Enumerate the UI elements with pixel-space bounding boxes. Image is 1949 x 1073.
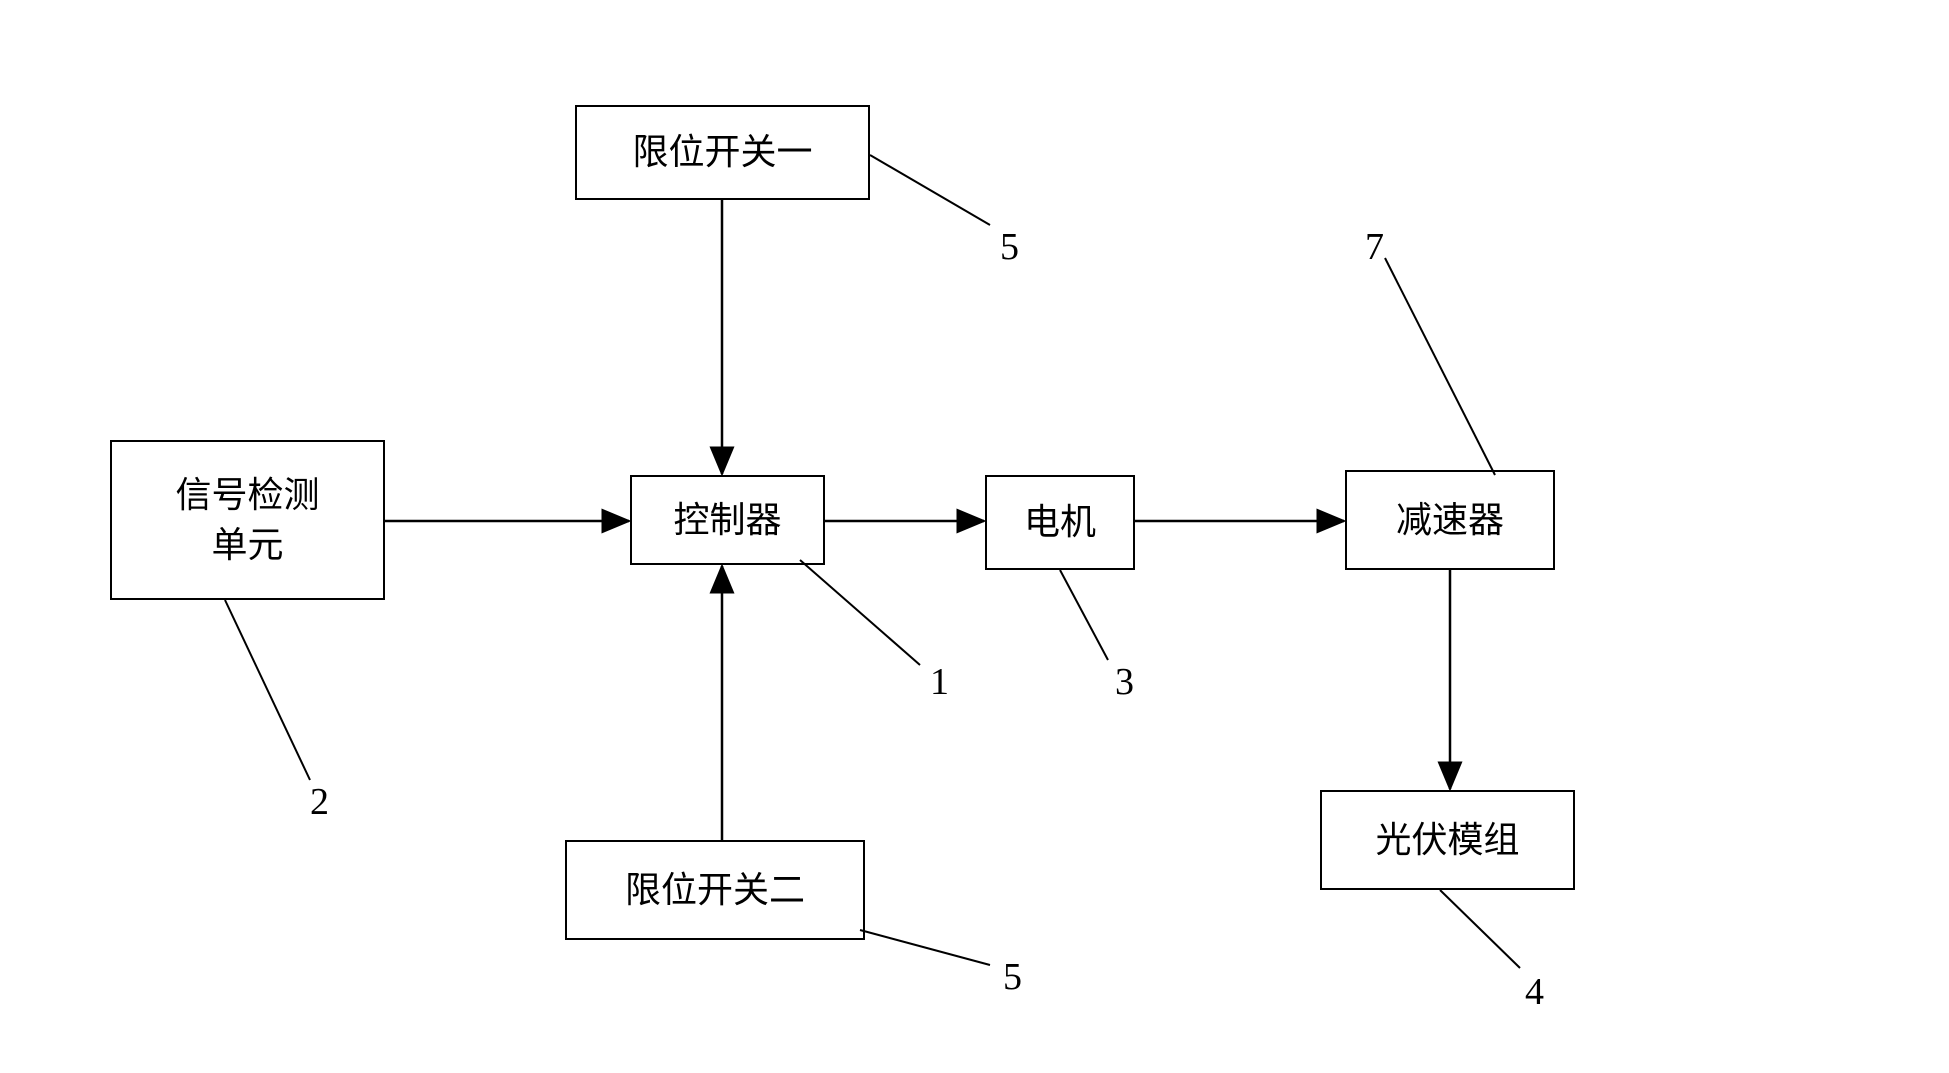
node-limit-switch-2-label: 限位开关二 [625,865,805,915]
node-controller-label: 控制器 [673,495,781,545]
node-signal-detect: 信号检测 单元 [110,440,385,600]
label-1-text: 1 [930,661,949,703]
label-4: 4 [1525,970,1544,1014]
label-5-bottom: 5 [1003,955,1022,999]
node-motor-label: 电机 [1024,497,1096,547]
node-motor: 电机 [985,475,1135,570]
label-2: 2 [310,780,329,824]
label-2-text: 2 [310,781,329,823]
label-4-text: 4 [1525,971,1544,1013]
leader-3 [1060,570,1108,660]
label-5-bottom-text: 5 [1003,956,1022,998]
node-reducer-label: 减速器 [1396,495,1504,545]
label-7-text: 7 [1365,226,1384,268]
label-5-top-text: 5 [1000,226,1019,268]
label-3: 3 [1115,660,1134,704]
node-signal-detect-label: 信号检测 单元 [175,470,319,571]
leader-1 [800,560,920,665]
node-pv-module: 光伏模组 [1320,790,1575,890]
label-7: 7 [1365,225,1384,269]
leader-4 [1440,890,1520,968]
leader-2 [225,600,310,780]
node-reducer: 减速器 [1345,470,1555,570]
leader-5-bottom [860,930,990,965]
flowchart-diagram: 信号检测 单元 限位开关一 控制器 限位开关二 电机 减速器 光伏模组 5 7 … [0,0,1949,1073]
node-controller: 控制器 [630,475,825,565]
node-limit-switch-1: 限位开关一 [575,105,870,200]
node-pv-module-label: 光伏模组 [1375,815,1519,865]
label-5-top: 5 [1000,225,1019,269]
leader-5-top [870,155,990,225]
leader-7 [1385,258,1495,475]
label-3-text: 3 [1115,661,1134,703]
node-limit-switch-2: 限位开关二 [565,840,865,940]
label-1: 1 [930,660,949,704]
node-limit-switch-1-label: 限位开关一 [632,127,812,177]
